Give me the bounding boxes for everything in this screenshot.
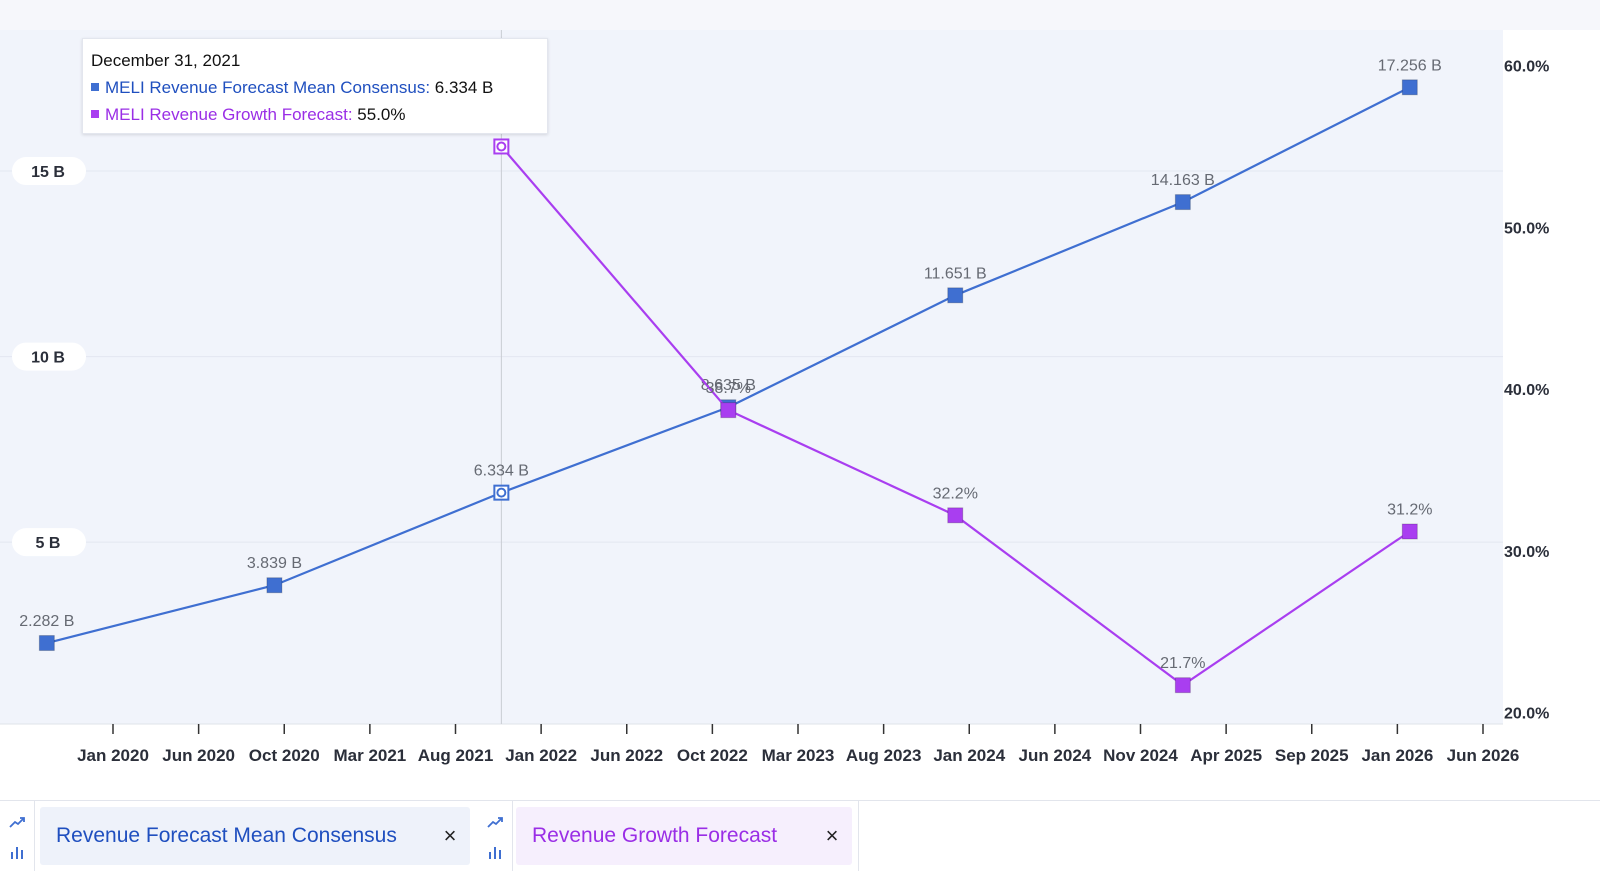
x-tick-label: Oct 2020 xyxy=(249,746,320,765)
y-right-tick-label: 30.0% xyxy=(1504,544,1549,561)
highlight-ring xyxy=(496,141,507,152)
y-left-tick-pill xyxy=(12,342,86,371)
growth-chart-type-tools xyxy=(478,801,513,871)
y-left-tick-label: 5 B xyxy=(36,535,61,552)
x-tick-label: Jun 2024 xyxy=(1018,746,1091,765)
trend-line-icon[interactable] xyxy=(486,813,504,831)
x-tick-label: Jan 2020 xyxy=(77,746,149,765)
tooltip-revenue-row: MELI Revenue Forecast Mean Consensus: 6.… xyxy=(91,78,539,98)
tooltip-growth-value: 55.0% xyxy=(357,105,406,124)
x-tick-label: Sep 2025 xyxy=(1275,746,1349,765)
x-tick-label: Aug 2023 xyxy=(846,746,922,765)
tooltip-revenue-label: MELI Revenue Forecast Mean Consensus: xyxy=(105,78,431,97)
y-left-tick-label: 10 B xyxy=(31,350,65,367)
growth-data-label: 21.7% xyxy=(1160,655,1205,672)
chip-divider xyxy=(858,801,859,871)
growth-chip-label: Revenue Growth Forecast xyxy=(532,824,778,847)
x-tick-label: Mar 2023 xyxy=(762,746,835,765)
remove-growth-series-button[interactable]: × xyxy=(825,823,839,848)
x-tick-label: Aug 2021 xyxy=(418,746,494,765)
growth-point xyxy=(947,507,964,524)
x-tick-label: Nov 2024 xyxy=(1103,746,1178,765)
revenue-data-label: 8.635 B xyxy=(701,377,756,394)
x-tick-label: Jun 2026 xyxy=(1447,746,1520,765)
revenue-data-label: 6.334 B xyxy=(474,463,529,480)
x-tick-label: Jan 2024 xyxy=(933,746,1005,765)
y-left-tick-pill xyxy=(12,528,86,557)
chart-tooltip: December 31, 2021 MELI Revenue Forecast … xyxy=(82,38,548,134)
y-left-tick-label: 15 B xyxy=(31,164,65,181)
revenue-point xyxy=(1174,194,1191,211)
y-right-tick-label: 60.0% xyxy=(1504,59,1549,76)
growth-point xyxy=(720,402,737,419)
growth-series-chip[interactable]: Revenue Growth Forecast × xyxy=(516,807,852,865)
growth-point xyxy=(1174,677,1191,694)
chip-divider xyxy=(512,801,513,871)
line-chart: 5 B 10 B 15 B 20.0% 30.0% 40.0% 50.0% 60.0% Jan … xyxy=(0,0,1600,765)
chart-area: 5 B 10 B 15 B 20.0% 30.0% 40.0% 50.0% 60.0% Jan … xyxy=(0,0,1600,765)
x-tick-label: Oct 2022 xyxy=(677,746,748,765)
revenue-data-label: 3.839 B xyxy=(247,555,302,572)
highlight-ring xyxy=(496,487,507,498)
tooltip-date: December 31, 2021 xyxy=(91,51,241,70)
revenue-data-label: 2.282 B xyxy=(19,613,74,630)
tooltip-growth-label: MELI Revenue Growth Forecast: xyxy=(105,105,353,124)
trend-line-icon[interactable] xyxy=(8,813,26,831)
remove-revenue-series-button[interactable]: × xyxy=(443,823,457,848)
series-legend-bar: Revenue Forecast Mean Consensus × Revenu… xyxy=(0,800,1600,871)
plot-background xyxy=(0,30,1503,724)
y-right-tick-label: 40.0% xyxy=(1504,382,1549,399)
x-tick-label: Mar 2021 xyxy=(333,746,406,765)
revenue-point xyxy=(947,287,964,304)
y-right-tick-label: 20.0% xyxy=(1504,706,1549,723)
x-tick-label: Jan 2026 xyxy=(1361,746,1433,765)
x-tick-label: Jan 2022 xyxy=(505,746,577,765)
revenue-square-icon xyxy=(91,83,99,91)
revenue-data-label: 11.651 B xyxy=(924,265,987,282)
revenue-point xyxy=(266,577,283,594)
revenue-series-chip[interactable]: Revenue Forecast Mean Consensus × xyxy=(40,807,470,865)
x-tick-label: Apr 2025 xyxy=(1190,746,1262,765)
revenue-chart-type-tools xyxy=(0,801,35,871)
growth-data-label: 31.2% xyxy=(1387,501,1432,518)
growth-data-label: 38.7% xyxy=(706,380,751,397)
growth-square-icon xyxy=(91,110,99,118)
revenue-chip-label: Revenue Forecast Mean Consensus xyxy=(56,824,397,847)
growth-point xyxy=(1401,523,1418,540)
chart-top-band xyxy=(0,0,1600,30)
tooltip-growth-row: MELI Revenue Growth Forecast: 55.0% xyxy=(91,105,539,125)
revenue-point xyxy=(38,635,55,652)
x-tick-label: Jun 2022 xyxy=(590,746,663,765)
tooltip-revenue-value: 6.334 B xyxy=(434,78,494,97)
revenue-data-label: 14.163 B xyxy=(1151,172,1215,189)
y-right-tick-label: 50.0% xyxy=(1504,220,1549,237)
revenue-point xyxy=(1401,79,1418,96)
x-tick-label: Jun 2020 xyxy=(162,746,235,765)
y-left-tick-pill xyxy=(12,157,86,186)
bar-chart-icon[interactable] xyxy=(8,843,26,861)
bar-chart-icon[interactable] xyxy=(486,843,504,861)
growth-data-label: 32.2% xyxy=(933,485,978,502)
revenue-data-label: 17.256 B xyxy=(1378,57,1442,74)
